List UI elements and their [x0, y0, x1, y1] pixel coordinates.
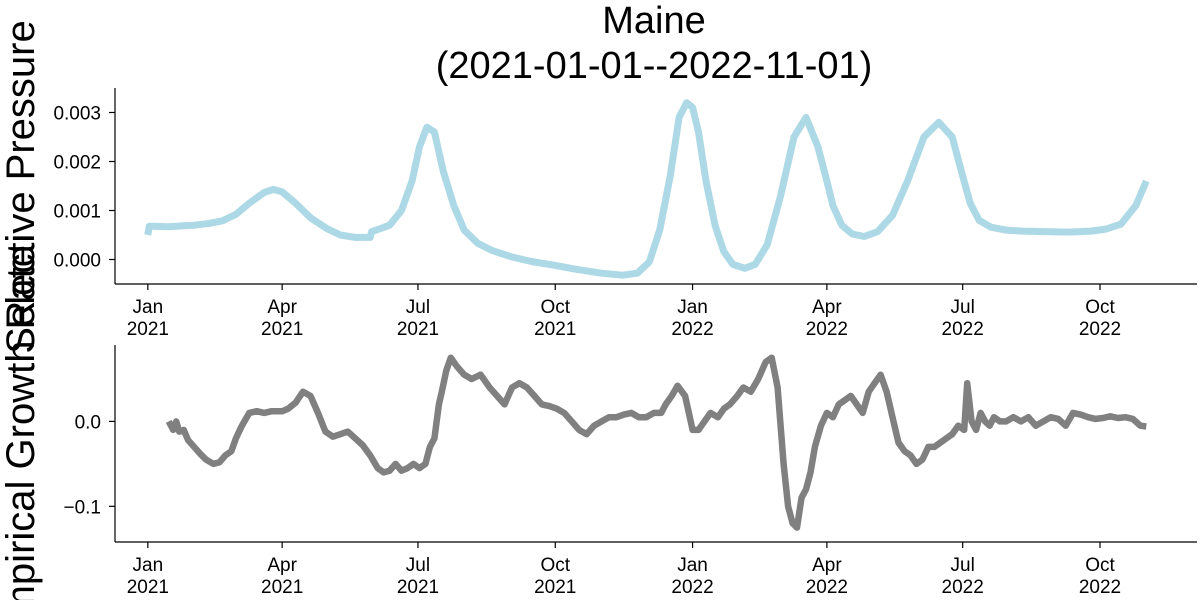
- top-x-tick-label: Jul 2021: [397, 297, 439, 340]
- top-y-tick-label: 0.002: [53, 153, 101, 174]
- chart-title-line2: (2021-01-01--2022-11-01): [436, 45, 873, 87]
- top-plot-area: [144, 99, 1150, 279]
- bottom-x-tick-label: Jan 2021: [127, 555, 169, 598]
- bottom-x-tick-label: Jul 2021: [397, 555, 439, 598]
- bottom-y-tick-label: 0.0: [75, 412, 101, 433]
- bottom-x-tick-label: Oct 2022: [1079, 555, 1121, 598]
- bottom-x-tick-label: Apr 2021: [261, 555, 303, 598]
- top-series-line: [144, 99, 1150, 279]
- top-y-tick-label: 0.000: [53, 251, 101, 272]
- bottom-y-tick-label: −0.1: [63, 497, 101, 518]
- top-y-axis-label: Selective Pressure: [0, 20, 43, 353]
- bottom-x-tick-label: Oct 2021: [534, 555, 576, 598]
- bottom-x-tick-label: Jul 2022: [942, 555, 984, 598]
- top-y-tick-label: 0.001: [53, 202, 101, 223]
- top-panel: Selective Pressure 0.000 0.001 0.002 0.003 J…: [0, 20, 1197, 354]
- top-x-tick-label: Jan 2021: [127, 297, 169, 340]
- top-x-tick-label: Oct 2021: [534, 297, 576, 340]
- top-x-tick-label: Apr 2021: [261, 297, 303, 340]
- top-x-tick-label: Oct 2022: [1079, 297, 1121, 340]
- top-x-tick-label: Jan 2022: [671, 297, 713, 340]
- bottom-axes: −0.1 0.0 Jan 2021 Apr 2021 Jul 2021 Oct 2021 Jan 20…: [63, 345, 1197, 598]
- top-y-tick-label: 0.003: [53, 104, 101, 125]
- top-axes: 0.000 0.001 0.002 0.003 Jan 2021 Apr 2021 Jul 202…: [53, 88, 1197, 340]
- bottom-plot-area: [165, 354, 1147, 531]
- bottom-y-axis-label: Empirical Growth Rate: [0, 245, 43, 600]
- chart-title-line1: Maine: [602, 0, 706, 42]
- bottom-x-tick-label: Apr 2022: [806, 555, 848, 598]
- bottom-panel: Empirical Growth Rate −0.1 0.0 Jan 2021 Apr 2…: [0, 245, 1197, 600]
- top-x-tick-label: Apr 2022: [806, 297, 848, 340]
- bottom-x-tick-label: Jan 2022: [671, 555, 713, 598]
- top-x-tick-label: Jul 2022: [942, 297, 984, 340]
- bottom-series-line: [165, 354, 1147, 531]
